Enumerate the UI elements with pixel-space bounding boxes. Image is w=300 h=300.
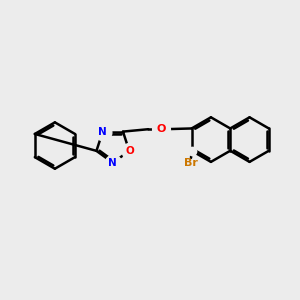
- Text: N: N: [109, 158, 117, 168]
- Text: O: O: [156, 124, 165, 134]
- Text: Br: Br: [184, 158, 198, 168]
- Text: N: N: [98, 127, 107, 136]
- Text: O: O: [126, 146, 134, 156]
